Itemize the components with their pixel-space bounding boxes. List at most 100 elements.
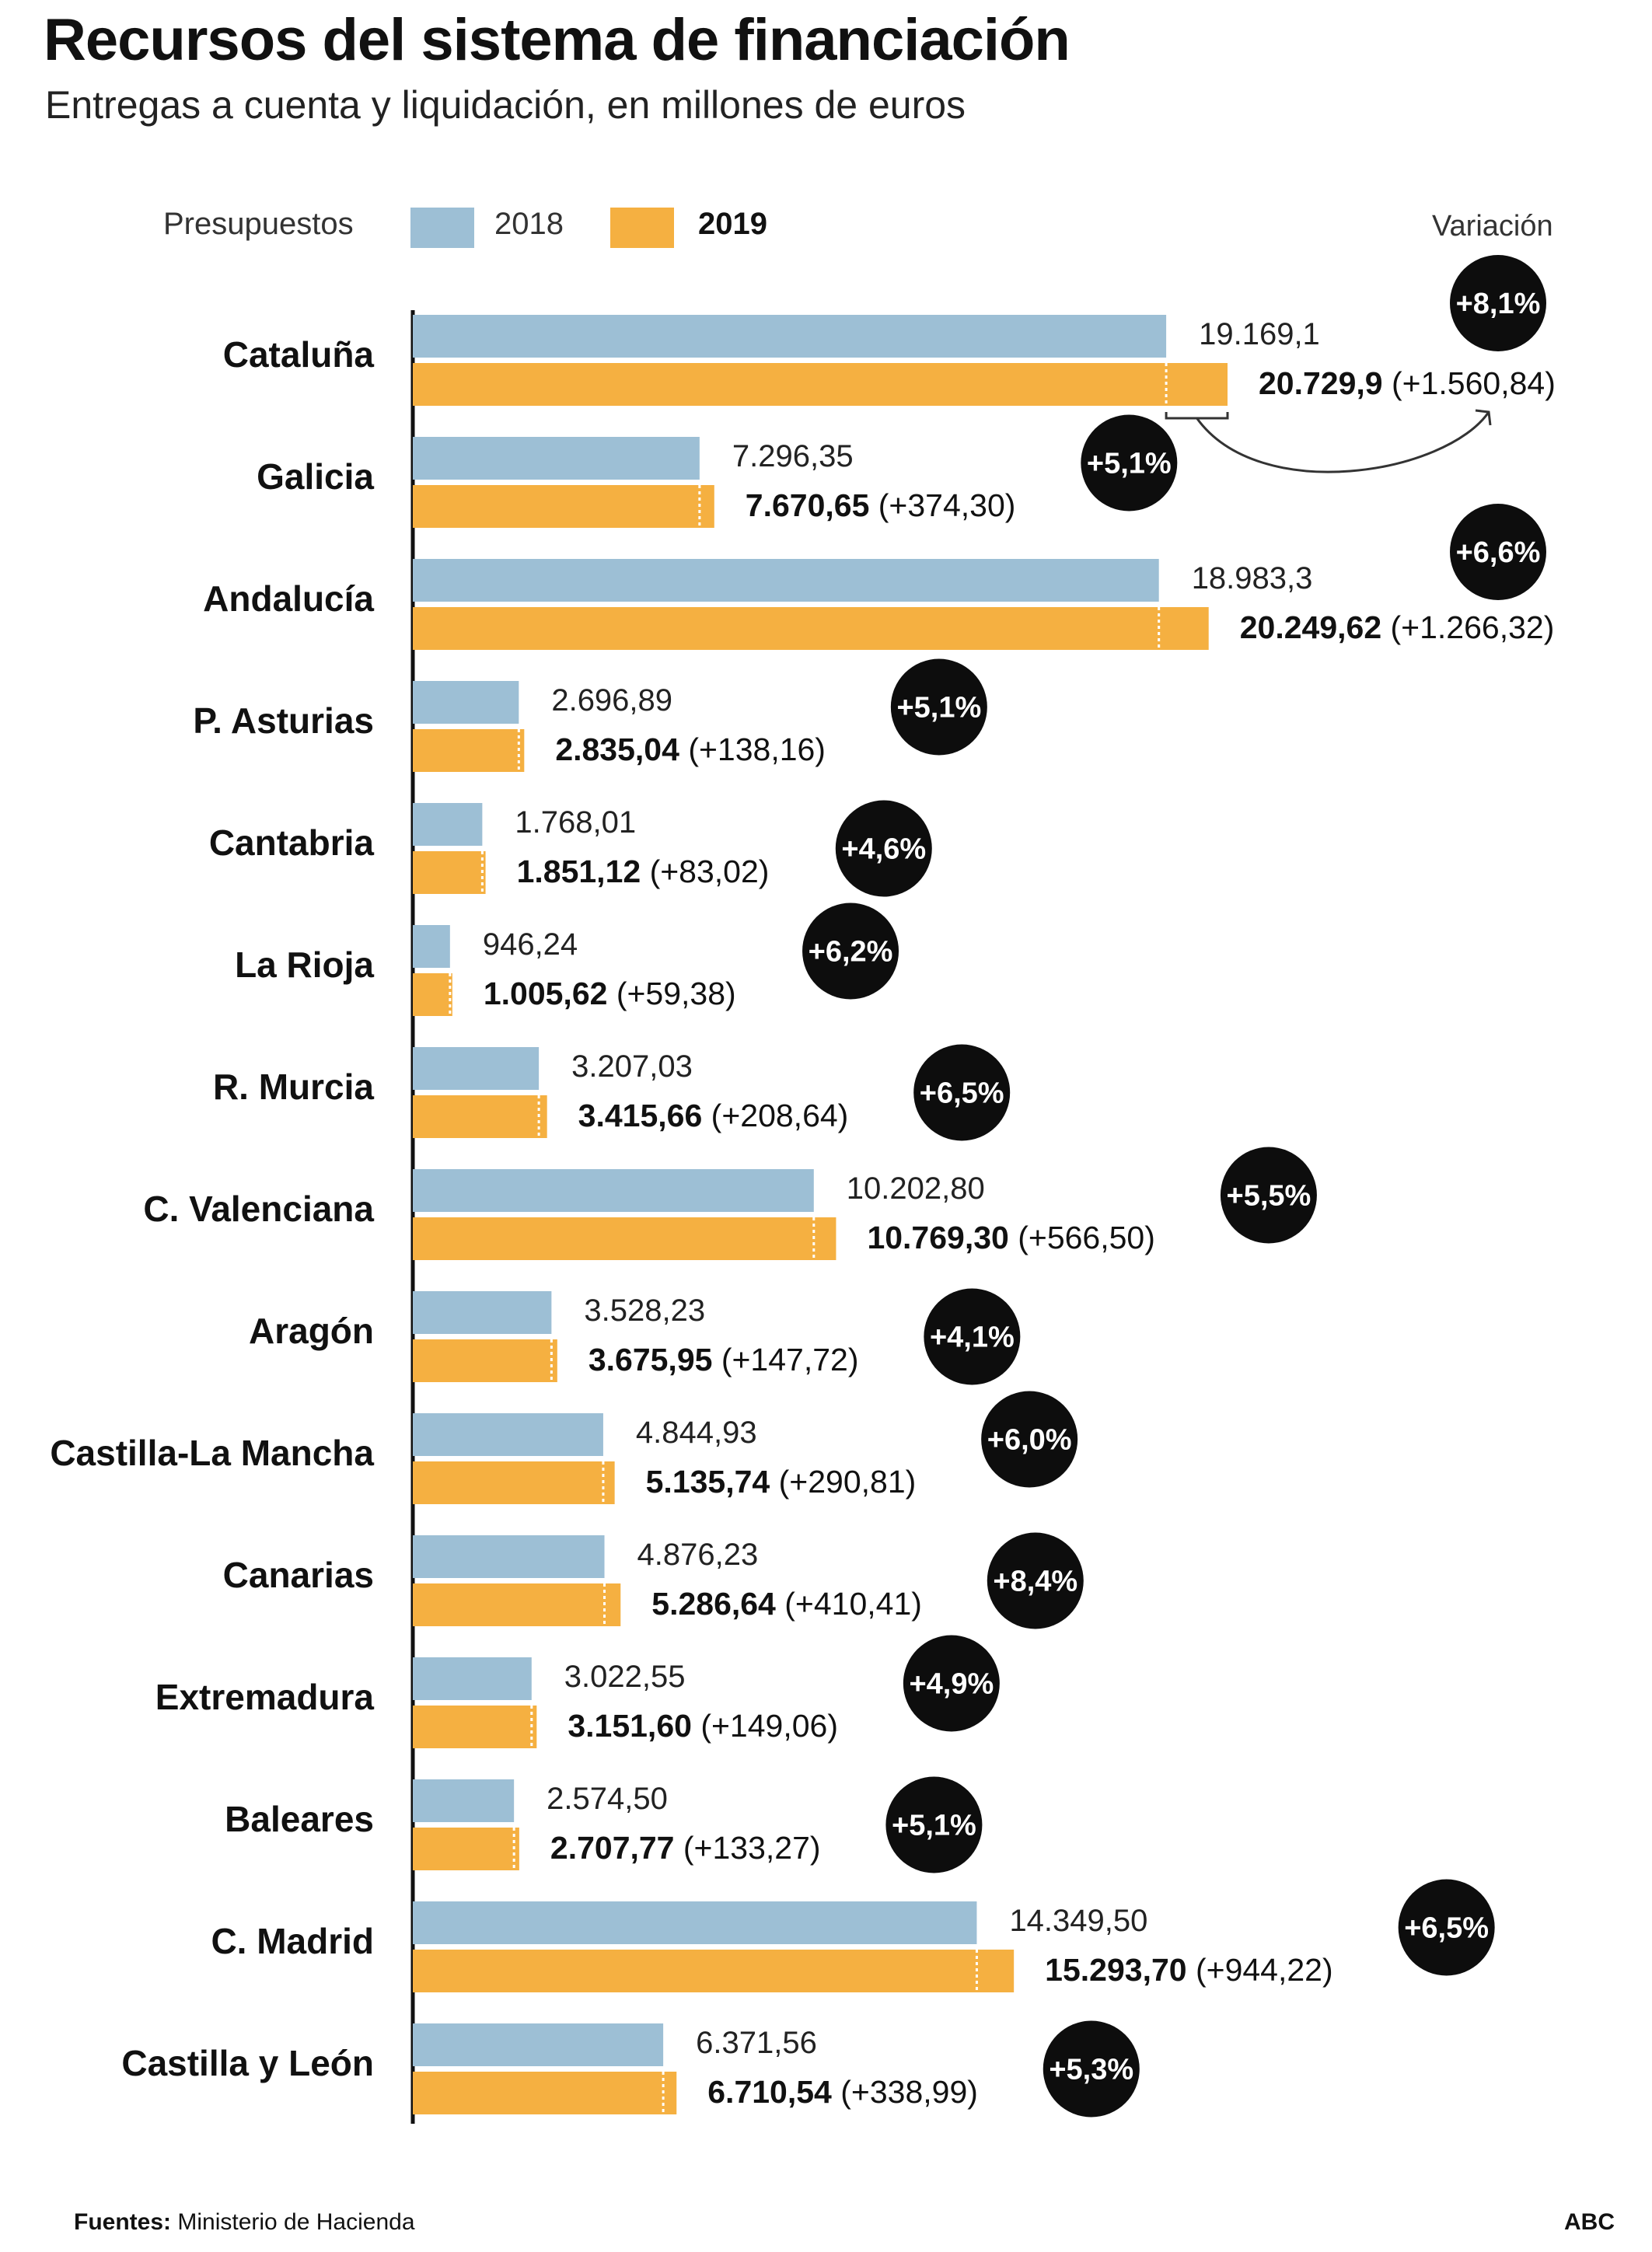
value-label-2019: 3.151,60 (+149,06) (568, 1708, 838, 1744)
bar-2019 (413, 1461, 615, 1504)
footer-source: Fuentes: Ministerio de Hacienda (74, 2209, 415, 2236)
value-2019: 6.710,54 (707, 2074, 840, 2110)
variation-badge-label: +6,5% (920, 1077, 1004, 1110)
footer-credit: ABC (1564, 2209, 1615, 2235)
difference-2019: (+59,38) (616, 976, 736, 1011)
bar-2019 (413, 485, 714, 528)
value-2019: 3.415,66 (578, 1098, 711, 1133)
difference-2019: (+208,64) (711, 1098, 849, 1133)
legend-swatch-2019 (610, 208, 674, 248)
variation-badge (885, 1776, 983, 1873)
category-label: Galicia (257, 456, 374, 497)
bar-2019 (413, 851, 486, 894)
variation-badge-label: +6,0% (987, 1424, 1072, 1457)
legend-swatch-2018 (410, 208, 474, 248)
category-label: P. Asturias (193, 700, 374, 741)
value-2019: 20.249,62 (1240, 609, 1391, 645)
difference-bracket (1165, 412, 1229, 420)
value-2019: 10.769,30 (867, 1220, 1018, 1255)
footer-source-label: Fuentes: (74, 2209, 172, 2235)
value-label-2018: 18.983,3 (1192, 561, 1313, 595)
difference-2019: (+147,72) (721, 1342, 859, 1377)
variation-badge-label: +6,5% (1404, 1912, 1489, 1945)
value-2019: 3.675,95 (589, 1342, 721, 1377)
bar-2018 (413, 2023, 664, 2066)
value-label-2019: 3.415,66 (+208,64) (578, 1098, 849, 1133)
category-label: R. Murcia (213, 1067, 374, 1107)
value-label-2018: 2.696,89 (551, 683, 672, 717)
variation-badge-label: +5,1% (892, 1810, 976, 1842)
variation-badge (1220, 1147, 1317, 1244)
category-label: Castilla y León (121, 2043, 374, 2083)
variation-badge (987, 1532, 1084, 1629)
value-label-2019: 1.851,12 (+83,02) (517, 854, 770, 889)
category-label: Cantabria (209, 822, 375, 863)
bar-2019 (413, 973, 452, 1016)
category-label: Cataluña (223, 334, 375, 375)
value-2019: 3.151,60 (568, 1708, 700, 1744)
variation-badge-label: +4,6% (841, 833, 926, 866)
category-label: Baleares (225, 1799, 374, 1839)
variation-badge-label: +8,4% (993, 1566, 1077, 1598)
bar-2018 (413, 1779, 515, 1822)
value-2019: 2.835,04 (555, 731, 688, 767)
bar-2018 (413, 559, 1159, 602)
value-label-2018: 14.349,50 (1009, 1904, 1147, 1938)
bar-2018 (413, 1535, 605, 1578)
value-label-2019: 7.670,65 (+374,30) (746, 487, 1016, 523)
variation-badge (1081, 414, 1178, 512)
footer-source-text: Ministerio de Hacienda (177, 2209, 415, 2235)
value-label-2019: 2.707,77 (+133,27) (550, 1830, 821, 1866)
difference-2019: (+338,99) (840, 2074, 978, 2110)
bar-2019 (413, 1217, 836, 1260)
value-label-2018: 3.528,23 (584, 1294, 705, 1328)
variation-badge-label: +5,1% (896, 692, 981, 724)
bar-2019 (413, 1095, 547, 1138)
variation-badge (924, 1288, 1021, 1385)
variation-badge-label: +4,9% (909, 1668, 994, 1701)
category-label: Extremadura (155, 1677, 375, 1717)
value-label-2018: 4.876,23 (637, 1538, 759, 1572)
difference-2019: (+374,30) (878, 487, 1016, 523)
difference-2019: (+1.266,32) (1391, 609, 1555, 645)
variation-badge (1450, 255, 1546, 351)
value-label-2019: 20.249,62 (+1.266,32) (1240, 609, 1555, 645)
variation-badge (802, 903, 899, 1000)
bar-2018 (413, 437, 700, 480)
variation-badge (835, 800, 932, 897)
difference-2019: (+133,27) (683, 1830, 821, 1866)
value-label-2018: 19.169,1 (1199, 317, 1320, 351)
bar-2019 (413, 2072, 677, 2114)
bar-2018 (413, 925, 450, 968)
bar-2019 (413, 1583, 621, 1626)
bar-2019 (413, 729, 525, 772)
value-label-2018: 7.296,35 (732, 439, 854, 473)
difference-2019: (+138,16) (688, 731, 826, 767)
bar-2018 (413, 315, 1167, 358)
category-label: C. Valenciana (143, 1189, 374, 1229)
bar-2018 (413, 1169, 814, 1212)
bar-2018 (413, 1413, 603, 1456)
legend-label-2018: 2018 (494, 207, 564, 241)
value-label-2018: 2.574,50 (547, 1782, 668, 1816)
value-label-2019: 2.835,04 (+138,16) (555, 731, 826, 767)
bar-2018 (413, 803, 483, 846)
difference-arrowhead (1475, 409, 1492, 426)
value-2019: 7.670,65 (746, 487, 878, 523)
value-label-2019: 3.675,95 (+147,72) (589, 1342, 859, 1377)
category-label: C. Madrid (211, 1921, 374, 1961)
variation-badge-label: +5,1% (1087, 448, 1172, 480)
value-2019: 5.286,64 (651, 1586, 784, 1622)
variation-header: Variación (1432, 210, 1553, 243)
value-2019: 20.729,9 (1259, 365, 1392, 401)
difference-2019: (+1.560,84) (1392, 365, 1556, 401)
difference-2019: (+290,81) (779, 1464, 917, 1500)
value-2019: 1.005,62 (484, 976, 616, 1011)
bar-2019 (413, 1828, 519, 1870)
bar-2019 (413, 1339, 557, 1382)
value-label-2018: 946,24 (483, 927, 578, 962)
legend-prefix: Presupuestos (163, 207, 354, 241)
variation-badge (913, 1044, 1011, 1141)
bar-2019 (413, 607, 1209, 650)
variation-badge (903, 1635, 1000, 1732)
